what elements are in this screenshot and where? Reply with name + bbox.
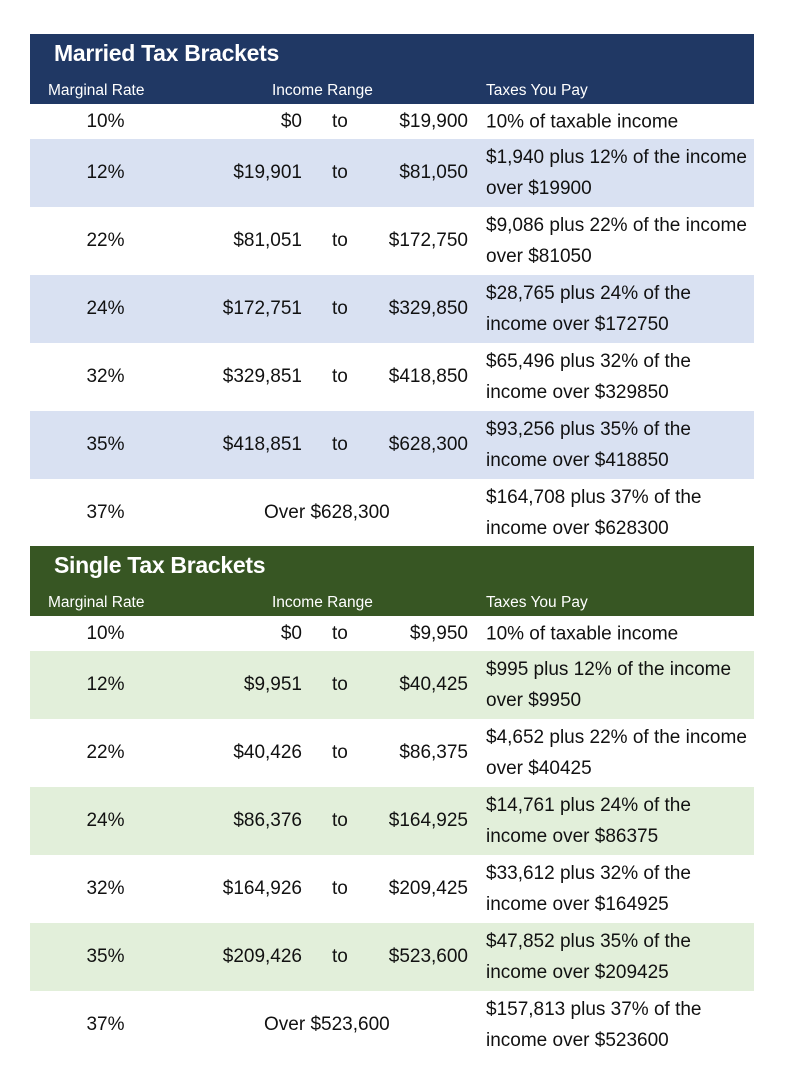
range-from-cell: $81,051 — [233, 230, 302, 251]
range-to-word: to — [332, 298, 348, 319]
range-to-word: to — [332, 622, 348, 644]
range-to-cell: $329,850 — [388, 298, 468, 319]
table-row: 10% $0 to $19,900 10% of taxable income — [30, 104, 754, 139]
rate-cell: 35% — [86, 946, 125, 967]
married-header: Married Tax Brackets Marginal Rate Incom… — [30, 34, 754, 104]
table-row: 32% $164,926 to $209,425 $33,612 plus 32% … — [30, 855, 754, 923]
range-to-cell: $172,750 — [388, 230, 468, 251]
rate-cell: 24% — [86, 298, 125, 319]
range-from-cell: $164,926 — [222, 878, 302, 899]
table-row: 37% Over $628,300 $164,708 plus 37% of the… — [30, 479, 754, 547]
range-from-cell: $86,376 — [233, 810, 302, 831]
taxes-cell: $47,852 plus 35% of the income over $209… — [486, 931, 691, 983]
table-row: 24% $172,751 to $329,850 $28,765 plus 24% … — [30, 275, 754, 343]
rate-cell: 32% — [86, 878, 125, 899]
married-brackets-table: Married Tax Brackets Marginal Rate Incom… — [30, 34, 754, 547]
range-to-word: to — [332, 674, 348, 695]
rate-cell: 22% — [86, 742, 125, 763]
taxes-cell: $995 plus 12% of the income over $9950 — [486, 659, 732, 711]
range-over-cell: Over $523,600 — [264, 1014, 390, 1035]
range-to-word: to — [332, 162, 348, 183]
range-to-word: to — [332, 810, 348, 831]
table-row: 35% $418,851 to $628,300 $93,256 plus 35% … — [30, 411, 754, 479]
taxes-cell: $1,940 plus 12% of the income over $1990… — [486, 147, 747, 199]
table-row: 35% $209,426 to $523,600 $47,852 plus 35% … — [30, 923, 754, 991]
range-to-word: to — [332, 230, 348, 251]
col-header-range: Income Range — [272, 594, 373, 611]
taxes-cell: $4,652 plus 22% of the income over $4042… — [486, 727, 747, 779]
range-to-cell: $86,375 — [399, 742, 468, 763]
married-title: Married Tax Brackets — [54, 40, 279, 66]
range-to-word: to — [332, 946, 348, 967]
range-to-word: to — [332, 366, 348, 387]
range-from-cell: $40,426 — [233, 742, 302, 763]
range-over-cell: Over $628,300 — [264, 502, 390, 523]
taxes-cell: $14,761 plus 24% of the income over $863… — [486, 795, 691, 847]
table-row: 22% $81,051 to $172,750 $9,086 plus 22% of… — [30, 207, 754, 275]
rate-cell: 24% — [86, 810, 125, 831]
rate-cell: 12% — [86, 674, 125, 695]
range-from-cell: $0 — [280, 110, 302, 132]
single-brackets-table: Single Tax Brackets Marginal Rate Income… — [30, 546, 754, 1059]
range-to-cell: $418,850 — [388, 366, 468, 387]
rate-cell: 10% — [86, 622, 125, 644]
taxes-cell: $164,708 plus 37% of the income over $62… — [486, 487, 702, 539]
range-to-cell: $19,900 — [399, 110, 468, 132]
range-from-cell: $209,426 — [222, 946, 302, 967]
range-to-cell: $164,925 — [388, 810, 468, 831]
taxes-cell: 10% of taxable income — [486, 623, 679, 644]
single-title: Single Tax Brackets — [54, 552, 266, 578]
table-row: 37% Over $523,600 $157,813 plus 37% of the… — [30, 991, 754, 1059]
rate-cell: 35% — [86, 434, 125, 455]
range-to-cell: $523,600 — [388, 946, 468, 967]
col-header-rate: Marginal Rate — [48, 82, 145, 99]
rate-cell: 12% — [86, 162, 125, 183]
taxes-cell: 10% of taxable income — [486, 111, 679, 132]
range-from-cell: $418,851 — [222, 434, 302, 455]
rate-cell: 32% — [86, 366, 125, 387]
table-row: 10% $0 to $9,950 10% of taxable income — [30, 616, 754, 651]
single-header: Single Tax Brackets Marginal Rate Income… — [30, 546, 754, 616]
table-row: 12% $19,901 to $81,050 $1,940 plus 12% of … — [30, 139, 754, 207]
table-row: 22% $40,426 to $86,375 $4,652 plus 22% of … — [30, 719, 754, 787]
rate-cell: 37% — [86, 1014, 125, 1035]
range-to-word: to — [332, 434, 348, 455]
range-from-cell: $329,851 — [222, 366, 302, 387]
taxes-cell: $9,086 plus 22% of the income over $8105… — [486, 215, 747, 267]
range-to-cell: $628,300 — [388, 434, 468, 455]
range-to-word: to — [332, 110, 348, 132]
range-to-cell: $81,050 — [399, 162, 468, 183]
taxes-cell: $157,813 plus 37% of the income over $52… — [486, 999, 702, 1051]
table-row: 32% $329,851 to $418,850 $65,496 plus 32% … — [30, 343, 754, 411]
range-to-word: to — [332, 878, 348, 899]
taxes-cell: $65,496 plus 32% of the income over $329… — [486, 351, 691, 403]
range-from-cell: $172,751 — [222, 298, 302, 319]
range-to-cell: $40,425 — [399, 674, 468, 695]
table-row: 12% $9,951 to $40,425 $995 plus 12% of the… — [30, 651, 754, 719]
col-header-rate: Marginal Rate — [48, 594, 145, 611]
col-header-taxes: Taxes You Pay — [486, 594, 588, 611]
range-to-cell: $209,425 — [388, 878, 468, 899]
rate-cell: 22% — [86, 230, 125, 251]
col-header-range: Income Range — [272, 82, 373, 99]
col-header-taxes: Taxes You Pay — [486, 82, 588, 99]
taxes-cell: $93,256 plus 35% of the income over $418… — [486, 419, 691, 471]
range-to-cell: $9,950 — [409, 622, 468, 644]
table-row: 24% $86,376 to $164,925 $14,761 plus 24% o… — [30, 787, 754, 855]
range-from-cell: $0 — [280, 622, 302, 644]
range-from-cell: $9,951 — [243, 674, 302, 695]
range-to-word: to — [332, 742, 348, 763]
taxes-cell: $28,765 plus 24% of the income over $172… — [486, 283, 691, 335]
range-from-cell: $19,901 — [233, 162, 302, 183]
rate-cell: 10% — [86, 110, 125, 132]
rate-cell: 37% — [86, 502, 125, 523]
taxes-cell: $33,612 plus 32% of the income over $164… — [486, 863, 691, 915]
